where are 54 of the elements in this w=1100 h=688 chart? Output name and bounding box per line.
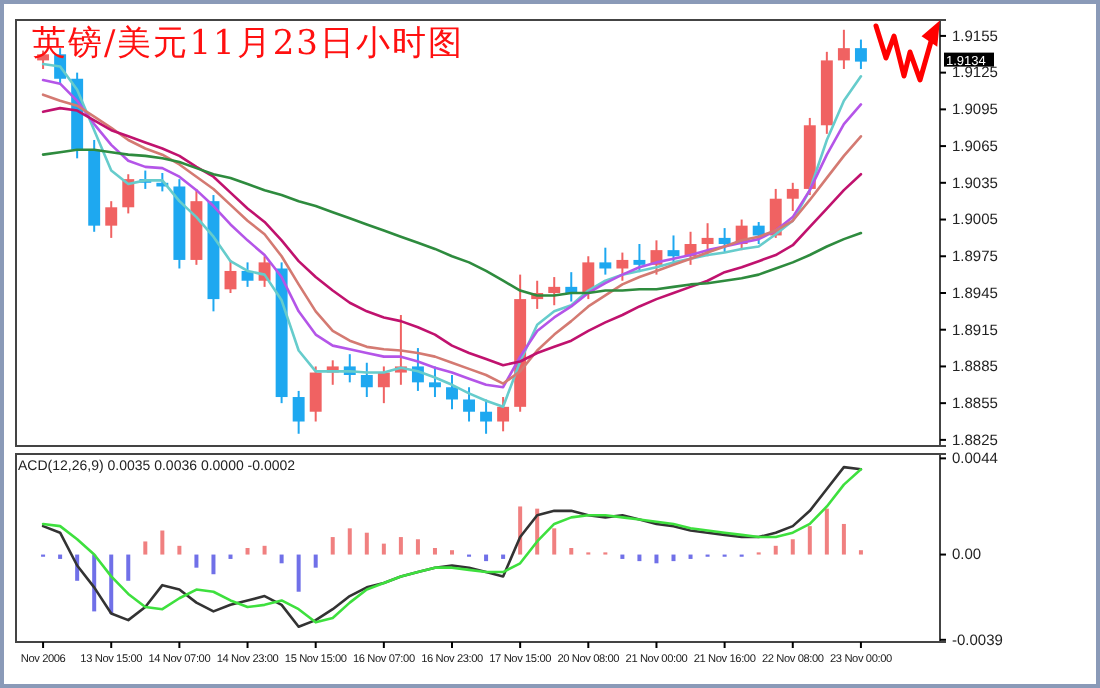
bar — [126, 554, 131, 581]
bar — [330, 537, 335, 555]
candlestick — [854, 38, 867, 70]
candlestick — [292, 389, 305, 435]
bar — [637, 554, 642, 562]
bar — [296, 554, 301, 592]
candlestick — [497, 396, 510, 433]
bar — [177, 545, 182, 555]
bar — [432, 548, 437, 555]
bar — [364, 532, 369, 555]
bar — [313, 554, 318, 568]
bar — [790, 539, 795, 555]
candlestick — [377, 365, 390, 405]
bar — [841, 523, 846, 555]
bar — [671, 554, 676, 562]
bar — [654, 554, 659, 564]
bar — [381, 543, 386, 555]
candlestick — [309, 365, 322, 423]
chart-title: 英镑/美元11月23日小时图 — [32, 24, 464, 64]
candlestick — [582, 255, 595, 301]
bar — [415, 539, 420, 555]
candlestick — [122, 173, 135, 215]
candlestick — [224, 258, 237, 294]
candlestick — [548, 276, 561, 307]
bar — [194, 554, 199, 568]
candlestick — [105, 200, 118, 239]
candlestick — [616, 251, 629, 282]
candlestick — [241, 261, 254, 288]
bar — [807, 526, 812, 555]
candlestick — [446, 374, 458, 411]
bar — [262, 545, 267, 555]
candlestick — [633, 243, 646, 274]
candlestick — [360, 361, 373, 399]
bar — [160, 530, 165, 555]
candlestick — [429, 365, 441, 399]
candlestick — [837, 28, 850, 70]
bar — [569, 548, 574, 555]
candlestick — [599, 246, 612, 276]
candlestick — [480, 398, 493, 435]
bar — [211, 554, 216, 575]
line-series — [41, 148, 863, 297]
bar — [552, 528, 557, 555]
bar — [398, 537, 403, 555]
bar — [279, 554, 284, 564]
candlestick — [667, 234, 680, 266]
bar — [824, 508, 829, 555]
candlestick — [786, 181, 799, 212]
bar — [347, 528, 352, 555]
bar — [245, 548, 250, 555]
candlestick — [463, 386, 475, 423]
bar — [484, 554, 489, 562]
bar — [773, 545, 778, 555]
candlestick — [718, 227, 731, 254]
bar — [143, 541, 148, 555]
